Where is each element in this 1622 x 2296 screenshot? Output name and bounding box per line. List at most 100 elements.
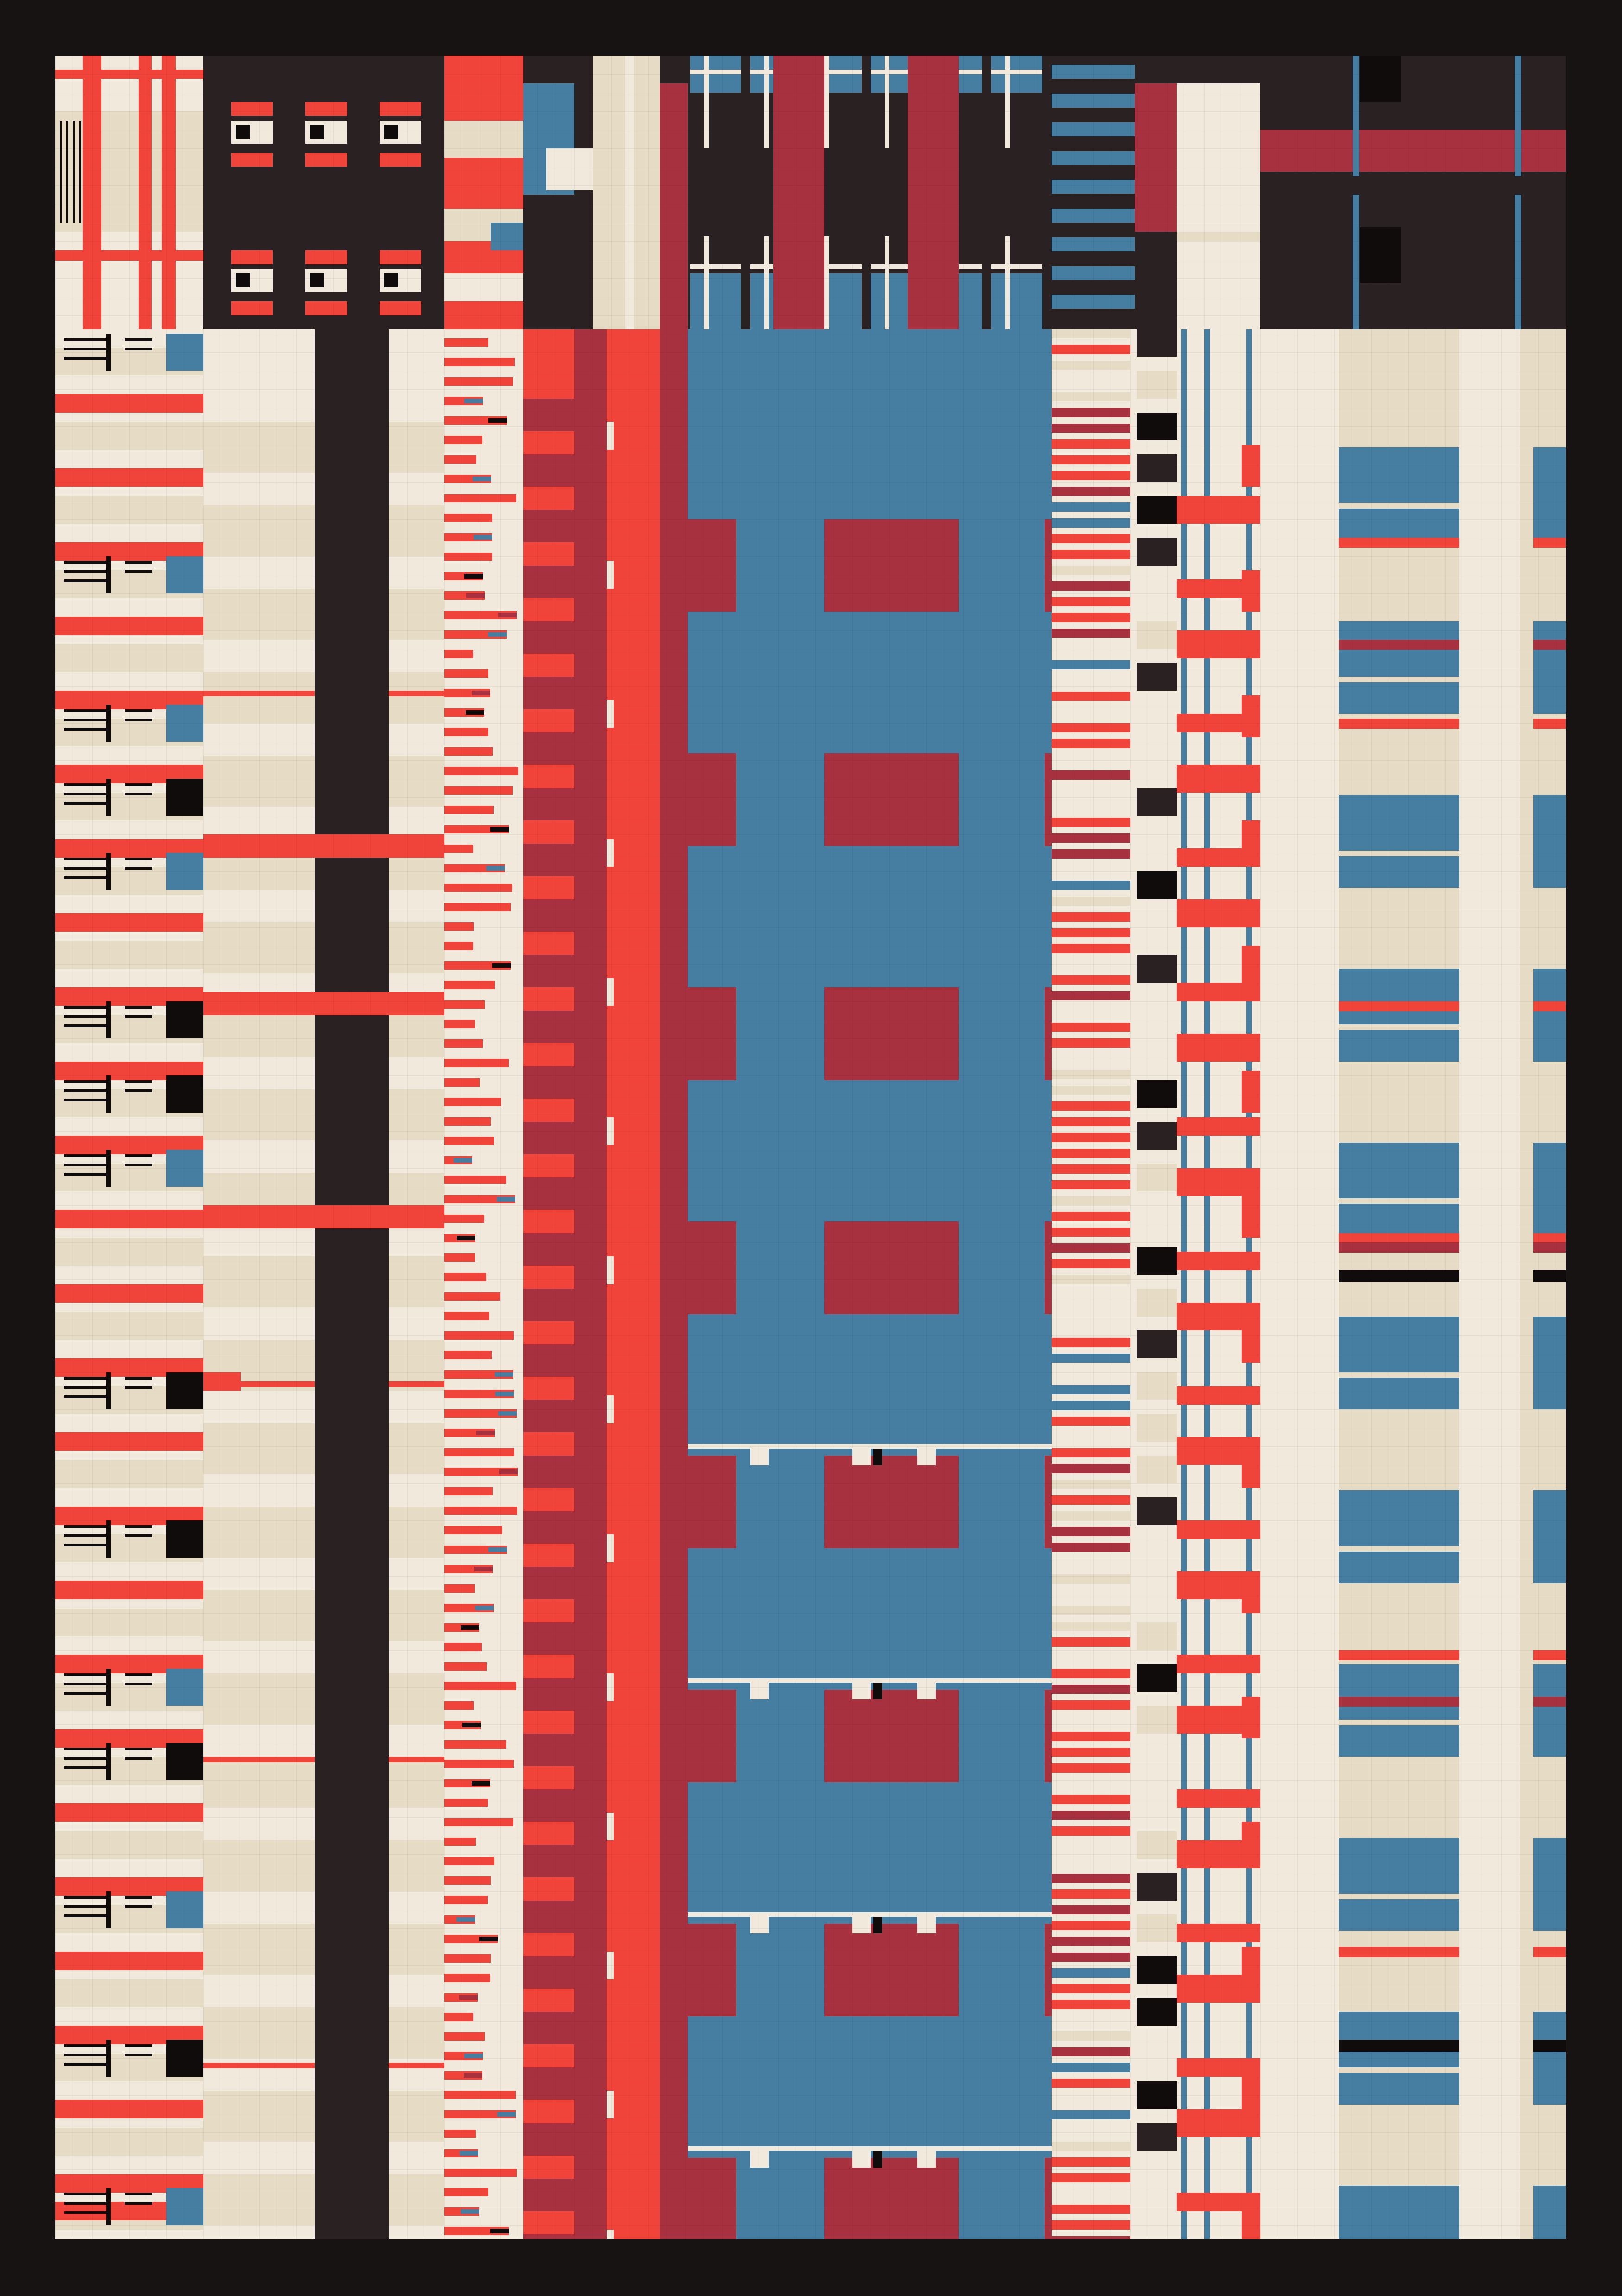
block-552 bbox=[1052, 597, 1135, 606]
block-275 bbox=[203, 1089, 315, 1140]
block-188 bbox=[64, 1377, 106, 1380]
block-91 bbox=[1052, 266, 1135, 280]
block-783 bbox=[55, 56, 56, 2239]
block-363 bbox=[444, 1020, 475, 1028]
blue-panel bbox=[1339, 1664, 1459, 1757]
block-387 bbox=[495, 1392, 514, 1396]
block-214 bbox=[166, 1669, 203, 1706]
block-958 bbox=[55, 1780, 1566, 1781]
block-723 bbox=[1242, 820, 1260, 862]
block-498 bbox=[607, 2230, 614, 2239]
block-672 bbox=[1135, 955, 1177, 983]
block-451 bbox=[523, 399, 574, 431]
block-382 bbox=[444, 1331, 514, 1340]
block-16 bbox=[305, 102, 347, 116]
block-543 bbox=[1052, 455, 1135, 464]
block-99 bbox=[1360, 56, 1401, 102]
block-720 bbox=[1242, 445, 1260, 487]
block-781 bbox=[1339, 2040, 1459, 2052]
block-354 bbox=[486, 866, 505, 871]
block-519 bbox=[873, 1449, 882, 1465]
block-766 bbox=[1533, 1233, 1566, 1243]
block-560 bbox=[1052, 723, 1135, 732]
block-93 bbox=[1135, 83, 1177, 232]
block-92 bbox=[1052, 295, 1135, 309]
block-811 bbox=[574, 56, 575, 2239]
block-468 bbox=[523, 1344, 574, 1377]
block-681 bbox=[1135, 1330, 1177, 1358]
block-542 bbox=[1052, 439, 1135, 449]
block-966 bbox=[55, 1928, 1566, 1929]
block-807 bbox=[500, 56, 501, 2239]
block-271 bbox=[203, 922, 315, 973]
block-872 bbox=[55, 185, 1566, 186]
block-3 bbox=[73, 121, 75, 223]
block-914 bbox=[55, 964, 1566, 965]
block-233 bbox=[106, 1891, 111, 1928]
block-551 bbox=[1052, 581, 1135, 591]
block-427 bbox=[444, 1954, 491, 1963]
block-685 bbox=[1135, 1497, 1177, 1525]
block-280 bbox=[389, 1256, 444, 1307]
block-582 bbox=[1052, 1070, 1135, 1079]
block-621 bbox=[1052, 1685, 1135, 1694]
block-11 bbox=[55, 250, 203, 261]
block-614 bbox=[1052, 1574, 1135, 1584]
block-513 bbox=[688, 2158, 736, 2239]
block-695 bbox=[1135, 1914, 1177, 1942]
block-231 bbox=[64, 1905, 106, 1908]
block-738 bbox=[1339, 503, 1459, 509]
block-802 bbox=[407, 56, 408, 2239]
block-265 bbox=[203, 672, 315, 723]
block-516 bbox=[750, 1449, 769, 1465]
block-557 bbox=[1052, 676, 1135, 685]
window bbox=[824, 1221, 959, 1314]
block-201 bbox=[64, 1544, 106, 1546]
block-204 bbox=[125, 1525, 152, 1528]
block-650 bbox=[1052, 2142, 1135, 2151]
block-440 bbox=[444, 2130, 476, 2138]
block-26 bbox=[236, 273, 250, 287]
block-336 bbox=[498, 613, 517, 617]
block-964 bbox=[55, 1891, 1566, 1892]
block-657 bbox=[1135, 329, 1177, 357]
block-731 bbox=[1242, 1822, 1260, 1864]
block-697 bbox=[1135, 1998, 1177, 2026]
block-517 bbox=[852, 1449, 871, 1465]
block-742 bbox=[1339, 851, 1459, 856]
block-682 bbox=[1135, 1372, 1177, 1400]
block-129 bbox=[64, 719, 106, 721]
block-36 bbox=[444, 121, 523, 158]
artwork-svg bbox=[55, 56, 1566, 2239]
block-244 bbox=[106, 2040, 111, 2077]
block-476 bbox=[523, 1789, 574, 1822]
block-35 bbox=[380, 301, 421, 315]
block-480 bbox=[523, 2012, 574, 2044]
block-385 bbox=[495, 1372, 513, 1377]
block-866 bbox=[55, 74, 1566, 75]
block-315 bbox=[444, 338, 488, 347]
block-944 bbox=[55, 1520, 1566, 1521]
block-286 bbox=[389, 1507, 444, 1558]
block-485 bbox=[607, 422, 614, 450]
block-598 bbox=[1052, 1322, 1135, 1331]
block-193 bbox=[125, 1377, 152, 1380]
block-305 bbox=[203, 1205, 444, 1228]
block-180 bbox=[125, 1154, 152, 1157]
block-631 bbox=[1052, 1842, 1135, 1851]
block-667 bbox=[1135, 746, 1177, 774]
block-7 bbox=[83, 56, 101, 329]
block-143 bbox=[125, 793, 152, 795]
block-472 bbox=[523, 1567, 574, 1599]
block-638 bbox=[1052, 1953, 1135, 1962]
block-90 bbox=[1052, 237, 1135, 251]
block-668 bbox=[1135, 788, 1177, 816]
block-601 bbox=[1052, 1369, 1135, 1379]
block-525 bbox=[688, 1912, 1052, 1917]
block-172 bbox=[125, 1089, 152, 1092]
block-763 bbox=[1339, 1001, 1459, 1011]
block-564 bbox=[1052, 786, 1135, 795]
block-770 bbox=[1533, 1947, 1566, 1957]
block-256 bbox=[166, 2188, 203, 2225]
block-327 bbox=[444, 514, 492, 522]
